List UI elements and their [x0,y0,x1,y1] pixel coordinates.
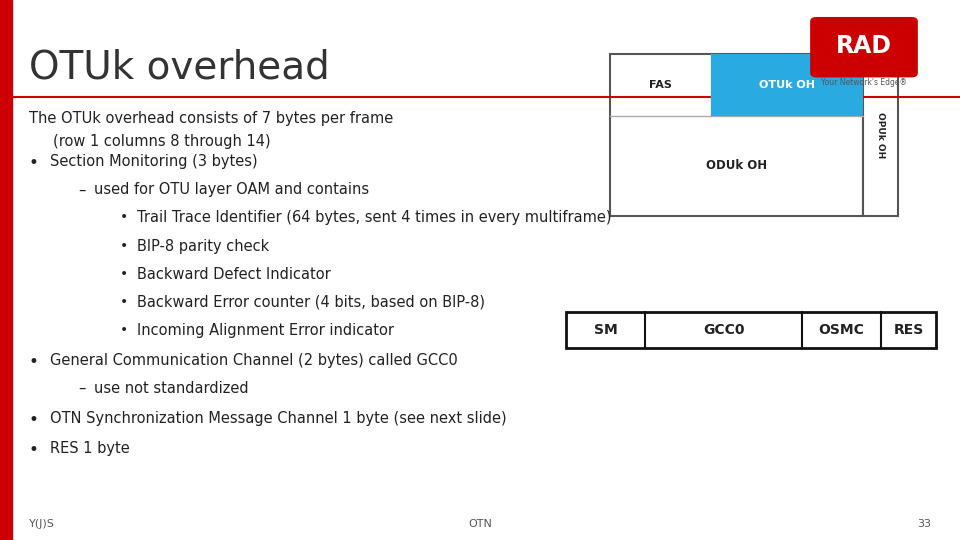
Text: •: • [120,267,129,281]
Text: OTUk overhead: OTUk overhead [29,49,329,86]
Text: RAD: RAD [836,35,892,58]
Text: Trail Trace Identifier (64 bytes, sent 4 times in every multiframe): Trail Trace Identifier (64 bytes, sent 4… [137,211,612,226]
Text: •: • [29,353,38,370]
Text: Section Monitoring (3 bytes): Section Monitoring (3 bytes) [50,154,257,169]
Text: •: • [120,211,129,225]
Text: Y(J)S: Y(J)S [29,519,55,529]
Text: use not standardized: use not standardized [94,381,249,396]
Bar [0,0,12,540]
Text: •: • [29,441,38,459]
Text: Your Network's Edge®: Your Network's Edge® [821,78,907,87]
Text: Backward Error counter (4 bits, based on BIP-8): Backward Error counter (4 bits, based on… [137,295,485,310]
Bar [610,54,863,216]
Text: –: – [79,381,86,396]
Text: Incoming Alignment Error indicator: Incoming Alignment Error indicator [137,323,395,338]
Text: BIP-8 parity check: BIP-8 parity check [137,239,270,254]
Text: OSMC: OSMC [819,323,865,337]
Text: General Communication Channel (2 bytes) called GCC0: General Communication Channel (2 bytes) … [50,353,458,368]
Text: 33: 33 [917,519,931,529]
Text: •: • [120,239,129,253]
Text: RES: RES [894,323,924,337]
Text: –: – [79,183,86,198]
Text: FAS: FAS [649,80,672,90]
Text: used for OTU layer OAM and contains: used for OTU layer OAM and contains [94,183,370,198]
Text: GCC0: GCC0 [703,323,744,337]
Bar [863,54,898,216]
Text: OTN: OTN [468,519,492,529]
Text: ODUk OH: ODUk OH [706,159,767,172]
Text: OTN Synchronization Message Channel 1 byte (see next slide): OTN Synchronization Message Channel 1 by… [50,411,507,426]
Text: RES 1 byte: RES 1 byte [50,441,130,456]
Bar [711,54,863,116]
Text: OTUk OH: OTUk OH [759,80,815,90]
Text: •: • [120,295,129,309]
FancyBboxPatch shape [810,17,918,77]
Text: SM: SM [594,323,617,337]
Text: •: • [29,154,38,172]
Text: The OTUk overhead consists of 7 bytes per frame: The OTUk overhead consists of 7 bytes pe… [29,111,393,126]
Text: •: • [29,411,38,429]
Bar [566,312,936,348]
Text: OPUk OH: OPUk OH [876,112,885,158]
Text: (row 1 columns 8 through 14): (row 1 columns 8 through 14) [53,134,271,149]
Text: Backward Defect Indicator: Backward Defect Indicator [137,267,331,282]
Text: •: • [120,323,129,337]
